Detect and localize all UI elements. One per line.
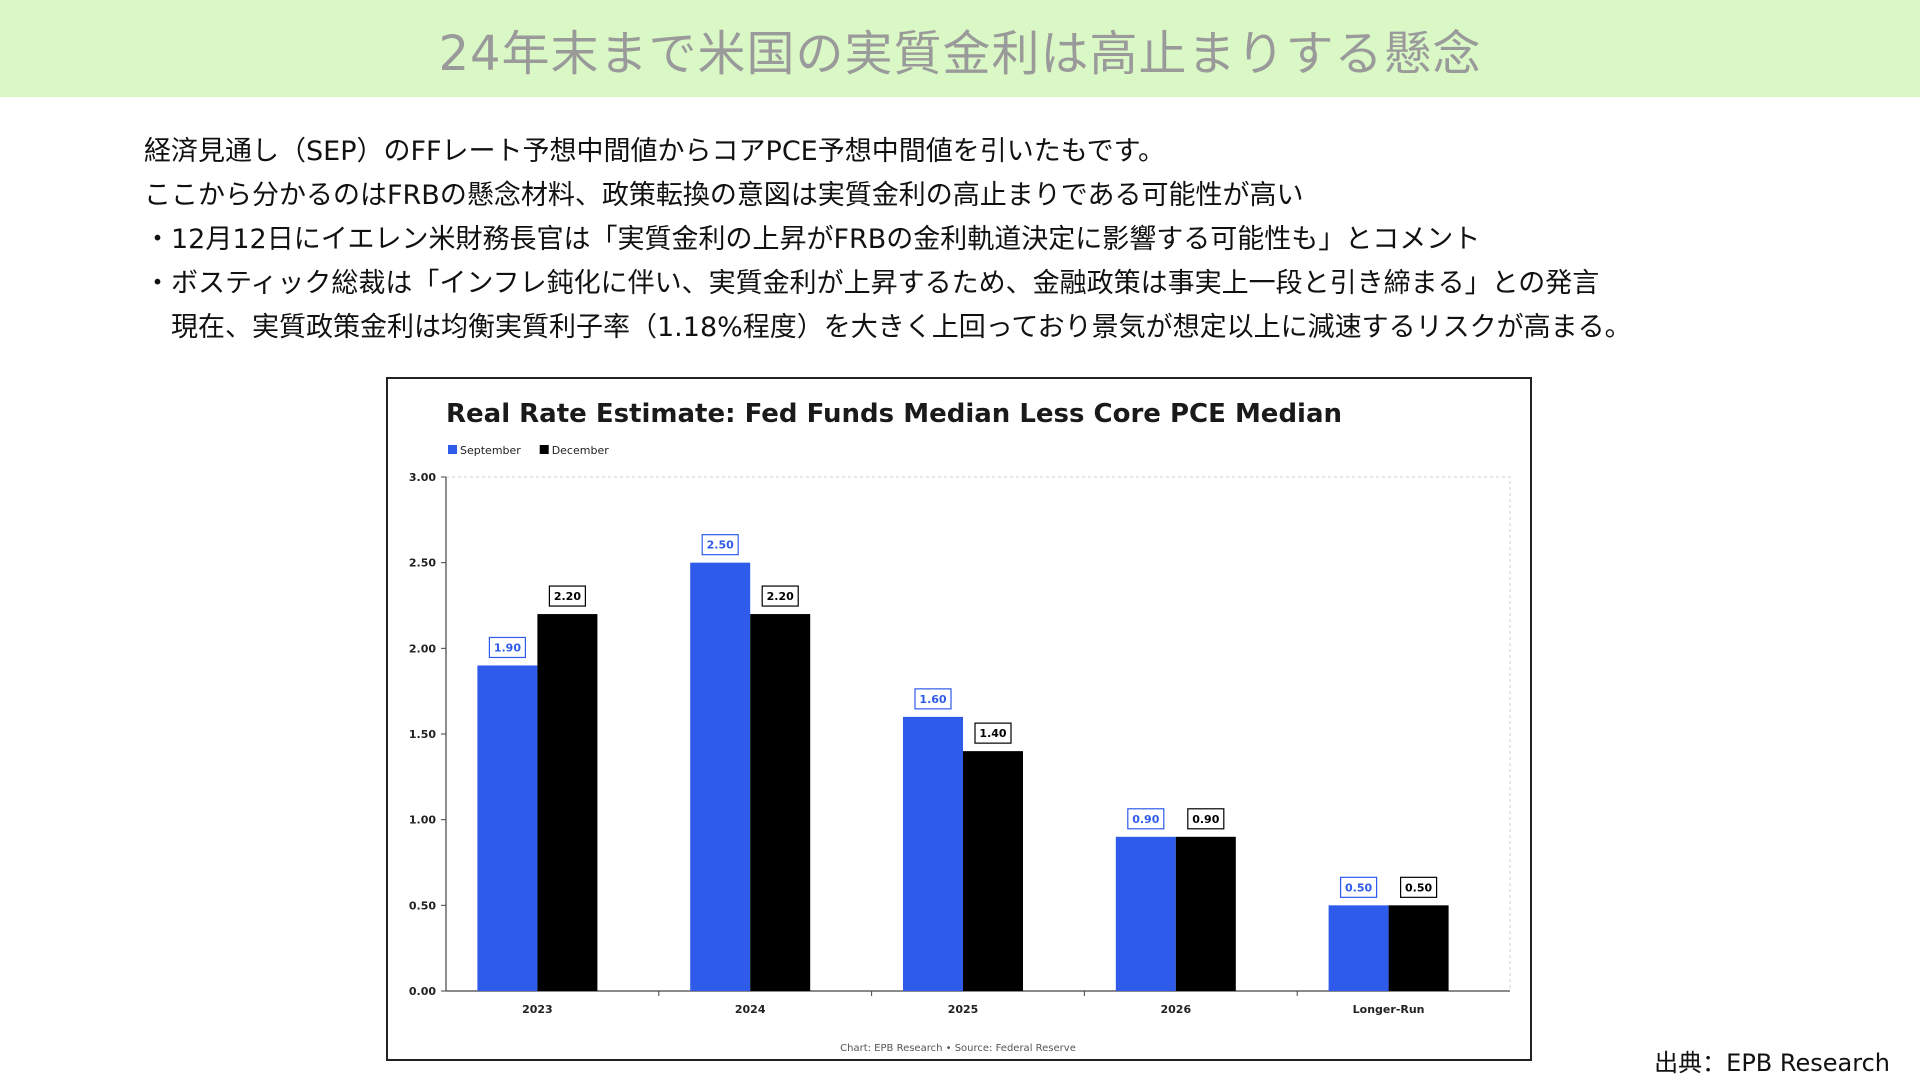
text-line-2: ここから分かるのはFRBの懸念材料、政策転換の意図は実質金利の高止まりである可能… bbox=[144, 180, 1304, 211]
bar-december-2023 bbox=[537, 614, 598, 991]
y-tick-label: 2.00 bbox=[409, 642, 436, 655]
y-tick-label: 0.00 bbox=[409, 985, 436, 998]
data-label-december: 2.20 bbox=[554, 590, 581, 603]
legend-swatch-december bbox=[539, 445, 549, 454]
x-tick-label: 2026 bbox=[1160, 1003, 1191, 1016]
legend-label-december: December bbox=[552, 444, 610, 457]
bar-september-2025 bbox=[903, 716, 963, 991]
data-label-box-december bbox=[548, 585, 586, 607]
text-line-4: ・ボスティック総裁は「インフレ鈍化に伴い、実質金利が上昇するため、金融政策は事実… bbox=[144, 268, 1600, 299]
text-line-3: ・12月12日にイエレン米財務長官は「実質金利の上昇がFRBの金利軌道決定に影響… bbox=[144, 224, 1481, 255]
data-label-box-december bbox=[1399, 876, 1438, 898]
y-tick-label: 2.50 bbox=[409, 557, 436, 570]
chart-container: Real Rate Estimate: Fed Funds Median Les… bbox=[386, 377, 1532, 1061]
source-note: 出典：EPB Research bbox=[1654, 1049, 1890, 1077]
data-label-box-september bbox=[488, 636, 527, 659]
x-tick-label: 2025 bbox=[948, 1003, 979, 1016]
bar-september-2023 bbox=[477, 665, 538, 991]
data-label-box-september bbox=[914, 688, 952, 710]
data-label-december: 0.90 bbox=[1192, 813, 1219, 826]
data-label-september: 1.60 bbox=[919, 693, 946, 706]
bar-december-2026 bbox=[1175, 836, 1236, 991]
y-tick-label: 0.50 bbox=[409, 899, 436, 912]
text-line-5: 現在、実質政策金利は均衡実質利子率（1.18%程度）を大きく上回っており景気が想… bbox=[144, 312, 1632, 343]
x-tick-label: Longer-Run bbox=[1353, 1003, 1425, 1016]
bar-september-longer-run bbox=[1328, 905, 1389, 991]
chart-footer: Chart: EPB Research • Source: Federal Re… bbox=[840, 1043, 1076, 1054]
y-tick-label: 3.00 bbox=[409, 471, 436, 484]
data-label-box-december bbox=[1187, 808, 1225, 830]
data-label-september: 1.90 bbox=[494, 641, 521, 654]
slide-title: 24年末まで米国の実質金利は高止まりする懸念 bbox=[438, 25, 1482, 82]
data-label-box-december bbox=[761, 585, 799, 607]
title-bar: 24年末まで米国の実質金利は高止まりする懸念 bbox=[0, 0, 1920, 97]
legend-label-september: September bbox=[460, 444, 521, 457]
bullet-text-block: 経済見通し（SEP）のFFレート予想中間値からコアPCE予想中間値を引いたもです… bbox=[144, 130, 1884, 350]
data-label-september: 0.50 bbox=[1345, 881, 1372, 894]
bar-december-2025 bbox=[963, 751, 1023, 991]
data-label-september: 0.90 bbox=[1132, 813, 1159, 826]
bar-september-2026 bbox=[1115, 836, 1176, 991]
data-label-box-december bbox=[974, 722, 1012, 744]
x-tick-label: 2024 bbox=[735, 1003, 766, 1016]
bar-september-2024 bbox=[690, 562, 751, 991]
data-label-box-september bbox=[1339, 876, 1378, 898]
bar-chart: Real Rate Estimate: Fed Funds Median Les… bbox=[409, 399, 1511, 1054]
x-tick-label: 2023 bbox=[522, 1003, 553, 1016]
y-tick-label: 1.00 bbox=[409, 814, 436, 827]
data-label-box-september bbox=[1127, 808, 1165, 830]
legend-swatch-september bbox=[448, 445, 457, 454]
text-line-1: 経済見通し（SEP）のFFレート予想中間値からコアPCE予想中間値を引いたもです… bbox=[144, 136, 1165, 167]
bar-december-2024 bbox=[750, 614, 811, 991]
data-label-december: 0.50 bbox=[1405, 881, 1432, 894]
data-label-december: 1.40 bbox=[979, 727, 1006, 740]
bar-december-longer-run bbox=[1388, 905, 1449, 991]
chart-title: Real Rate Estimate: Fed Funds Median Les… bbox=[446, 399, 1342, 429]
data-label-september: 2.50 bbox=[707, 539, 734, 552]
y-tick-label: 1.50 bbox=[409, 728, 436, 741]
data-label-december: 2.20 bbox=[767, 590, 794, 603]
data-label-box-september bbox=[701, 534, 739, 556]
